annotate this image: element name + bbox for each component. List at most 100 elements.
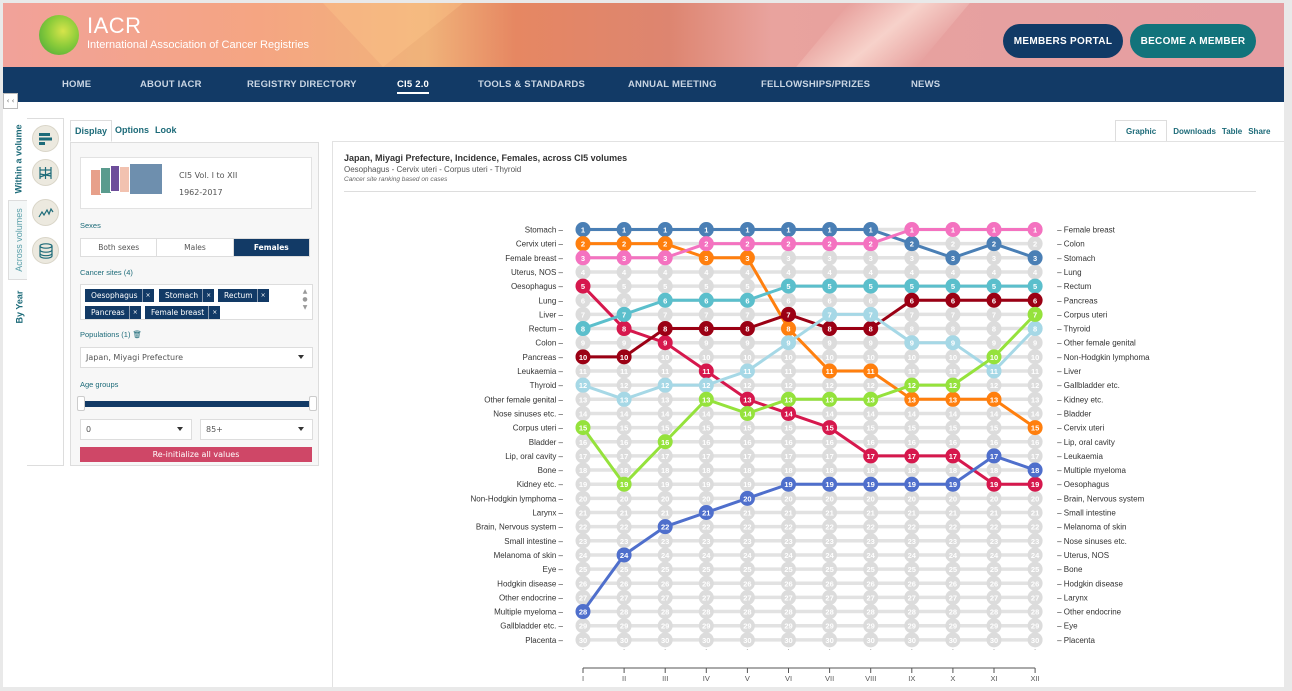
nav-home[interactable]: HOME bbox=[62, 79, 92, 90]
members-portal-button[interactable]: MEMBERS PORTAL bbox=[1003, 24, 1123, 58]
nav-news[interactable]: NEWS bbox=[911, 79, 941, 90]
remove-chip-icon[interactable]: × bbox=[132, 309, 138, 316]
rank-node-background bbox=[575, 490, 591, 506]
bar-chart-icon[interactable] bbox=[32, 125, 59, 152]
sex-females-button[interactable]: Females bbox=[233, 239, 309, 256]
rank-node-background bbox=[822, 547, 838, 563]
page-scrollbar[interactable] bbox=[1284, 100, 1292, 691]
series-point bbox=[904, 278, 920, 294]
volume-cover-thumbnail bbox=[129, 163, 163, 195]
rank-node-label: 24 bbox=[743, 551, 752, 560]
sex-both-button[interactable]: Both sexes bbox=[81, 239, 158, 256]
database-icon[interactable] bbox=[32, 237, 59, 264]
reinitialize-button[interactable]: Re-initialize all values bbox=[80, 447, 312, 462]
series-point bbox=[986, 236, 1002, 252]
nav-ci5[interactable]: CI5 2.0 bbox=[397, 79, 430, 94]
rank-node-background bbox=[1027, 533, 1043, 549]
nav-registry-directory[interactable]: REGISTRY DIRECTORY bbox=[247, 79, 357, 90]
age-range-slider[interactable] bbox=[84, 401, 313, 407]
iacr-logo-icon[interactable] bbox=[39, 15, 79, 55]
tab-display[interactable]: Display bbox=[70, 120, 113, 142]
series-point-label: 28 bbox=[579, 608, 587, 617]
series-point-label: 14 bbox=[743, 409, 752, 418]
rank-node-label: 15 bbox=[990, 424, 998, 433]
tab-look[interactable]: Look bbox=[155, 125, 177, 135]
rank-node-background bbox=[657, 349, 673, 365]
left-axis-label: Multiple myeloma – bbox=[494, 608, 563, 617]
sex-males-button[interactable]: Males bbox=[157, 239, 234, 256]
collapse-sidebar-button[interactable]: ‹ ‹ bbox=[3, 93, 18, 109]
series-point-label: 11 bbox=[826, 367, 834, 376]
right-axis-label: – Uterus, NOS bbox=[1057, 551, 1109, 560]
trend-line-icon[interactable] bbox=[32, 199, 59, 226]
age-from-select[interactable]: 0 bbox=[80, 419, 192, 440]
rank-node-background bbox=[698, 434, 714, 450]
series-point-label: 8 bbox=[869, 325, 873, 334]
logo-title[interactable]: IACR bbox=[87, 13, 142, 38]
sites-scrollbar[interactable]: ▲ ● ▼ bbox=[302, 288, 308, 311]
series-point bbox=[657, 236, 673, 252]
rank-node-label: 5 bbox=[745, 282, 749, 291]
cancer-sites-input[interactable]: Oesophagus × Stomach × Rectum × Pancreas × F… bbox=[80, 284, 313, 320]
left-axis-label: Other endocrine – bbox=[499, 593, 564, 602]
remove-chip-icon[interactable]: × bbox=[206, 292, 212, 299]
trash-icon[interactable]: 🗑 bbox=[132, 330, 143, 339]
nav-tools-standards[interactable]: TOOLS & STANDARDS bbox=[478, 79, 586, 90]
age-to-select[interactable]: 85+ bbox=[200, 419, 313, 440]
series-point bbox=[781, 405, 796, 421]
series-point-label: 13 bbox=[743, 395, 751, 404]
rank-node-label: 16 bbox=[990, 438, 998, 447]
rank-node-background bbox=[575, 533, 591, 549]
rank-node-label: 12 bbox=[825, 381, 833, 390]
tab-table[interactable]: Table bbox=[1221, 126, 1243, 136]
rank-node-label: 26 bbox=[867, 579, 875, 588]
tab-downloads[interactable]: Downloads bbox=[1173, 126, 1216, 136]
remove-chip-icon[interactable]: × bbox=[145, 292, 151, 299]
series-point-label: 12 bbox=[579, 381, 587, 390]
series-point-label: 6 bbox=[704, 296, 708, 305]
become-member-button[interactable]: BECOME A MEMBER bbox=[1130, 24, 1256, 58]
age-slider-max-handle[interactable] bbox=[309, 396, 317, 411]
rank-node-background bbox=[945, 434, 961, 450]
rank-node-label: 29 bbox=[908, 622, 916, 631]
volume-card[interactable]: CI5 Vol. I to XII 1962-2017 bbox=[80, 157, 312, 209]
rank-node-label: 8 bbox=[910, 325, 914, 334]
rank-node-label: 23 bbox=[743, 537, 751, 546]
rank-node-label: 30 bbox=[949, 636, 957, 645]
rank-node-label: 22 bbox=[949, 523, 957, 532]
nav-annual-meeting[interactable]: ANNUAL MEETING bbox=[628, 79, 717, 90]
remove-chip-icon[interactable]: × bbox=[212, 309, 218, 316]
rank-node-label: 23 bbox=[908, 537, 916, 546]
rank-node-label: 11 bbox=[661, 367, 669, 376]
chart-note: Cancer site ranking based on cases bbox=[344, 176, 448, 183]
series-point bbox=[863, 236, 879, 252]
rank-node-background bbox=[945, 462, 961, 478]
rank-node-background bbox=[945, 349, 961, 365]
series-point-label: 19 bbox=[908, 480, 916, 489]
rank-node-label: 18 bbox=[702, 466, 710, 475]
tab-share[interactable]: Share bbox=[1248, 126, 1271, 136]
age-slider-min-handle[interactable] bbox=[77, 396, 85, 411]
rank-node-label: 16 bbox=[825, 438, 833, 447]
tab-options[interactable]: Options bbox=[115, 125, 150, 135]
rank-node-label: 24 bbox=[661, 551, 670, 560]
remove-chip-icon[interactable]: × bbox=[260, 292, 266, 299]
series-point bbox=[739, 391, 755, 407]
rank-node-background bbox=[822, 604, 838, 620]
series-point bbox=[863, 321, 879, 337]
series-point-label: 1 bbox=[622, 226, 626, 235]
rank-node-background bbox=[986, 519, 1002, 535]
rank-node-label: 14 bbox=[867, 409, 876, 418]
rank-node-label: 4 bbox=[1033, 268, 1038, 277]
population-select[interactable]: Japan, Miyagi Prefecture bbox=[80, 347, 313, 368]
nav-about-iacr[interactable]: ABOUT IACR bbox=[140, 79, 202, 90]
rank-node-background bbox=[822, 349, 838, 365]
rank-node-label: 14 bbox=[620, 409, 629, 418]
nav-fellowships-prizes[interactable]: FELLOWSHIPS/PRIZES bbox=[761, 79, 871, 90]
rank-node-label: 20 bbox=[702, 494, 710, 503]
bump-chart-icon[interactable] bbox=[32, 159, 59, 186]
rank-node-background bbox=[781, 448, 796, 464]
series-point-label: 7 bbox=[786, 310, 790, 319]
rank-node-label: 17 bbox=[743, 452, 751, 461]
